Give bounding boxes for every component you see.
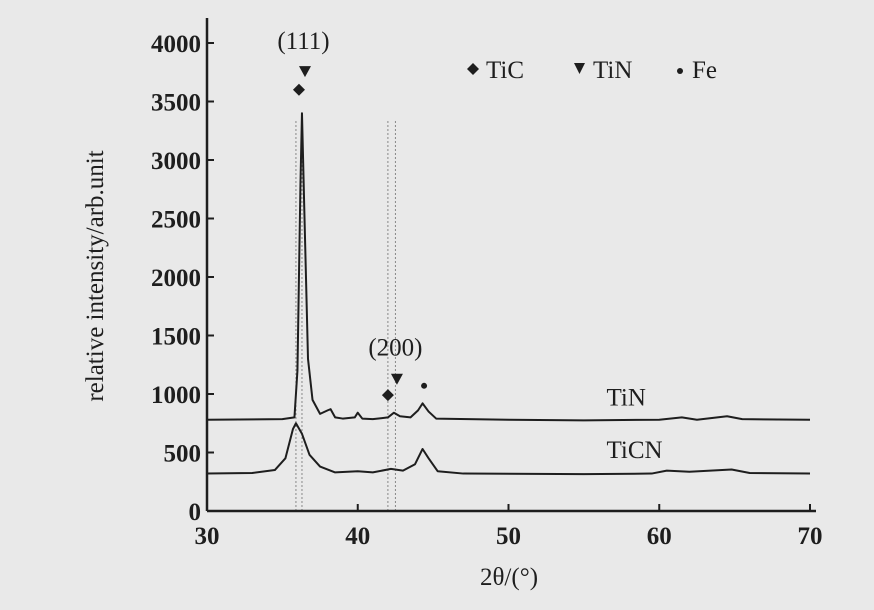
x-tick-label: 70 bbox=[798, 523, 823, 550]
series-label-tin: TiN bbox=[606, 385, 645, 412]
y-axis-label: relative intensity/arb.unit bbox=[82, 150, 109, 401]
fe-dot-marker bbox=[421, 382, 428, 389]
tic-diamond-marker bbox=[292, 83, 305, 96]
y-tick-label: 0 bbox=[189, 499, 202, 526]
tin-triangle-marker bbox=[298, 66, 311, 78]
y-tick-label: 3500 bbox=[151, 90, 201, 117]
y-tick-label: 500 bbox=[164, 441, 202, 468]
y-tick-label: 2500 bbox=[151, 207, 201, 234]
legend-diamond-icon bbox=[467, 63, 479, 75]
x-tick-label: 60 bbox=[647, 523, 672, 550]
tic-diamond-marker bbox=[381, 389, 394, 402]
legend: TiC TiN Fe bbox=[467, 57, 717, 84]
legend-label-tin: TiN bbox=[593, 57, 632, 84]
legend-triangle-icon bbox=[574, 63, 585, 74]
y-tick-label: 2000 bbox=[151, 265, 201, 292]
y-tick-label: 1000 bbox=[151, 382, 201, 409]
tin-triangle-marker bbox=[390, 373, 403, 385]
series-line-ticn bbox=[206, 422, 811, 476]
y-tick-label: 4000 bbox=[151, 31, 201, 58]
peak-annotation: (200) bbox=[368, 334, 422, 361]
y-tick-label: 3000 bbox=[151, 148, 201, 175]
legend-label-tic: TiC bbox=[486, 57, 524, 84]
x-tick-label: 50 bbox=[496, 523, 521, 550]
x-tick-label: 40 bbox=[345, 523, 370, 550]
x-tick-label: 30 bbox=[195, 523, 220, 550]
peak-annotation: (111) bbox=[277, 28, 329, 55]
legend-dot-icon bbox=[677, 68, 683, 74]
series-label-ticn: TiCN bbox=[606, 437, 662, 464]
series-line-tin bbox=[206, 112, 811, 422]
x-axis-label: 2θ/(°) bbox=[480, 564, 538, 591]
legend-label-fe: Fe bbox=[692, 57, 717, 84]
y-tick-label: 1500 bbox=[151, 324, 201, 351]
